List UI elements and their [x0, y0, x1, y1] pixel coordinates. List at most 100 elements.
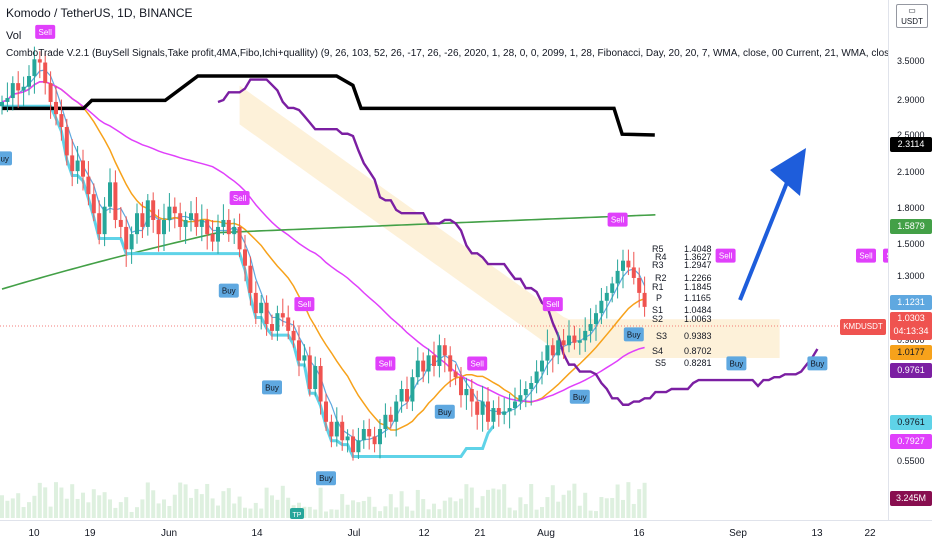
candle-down: [253, 292, 258, 314]
candle-up: [480, 401, 485, 415]
buy-signal: Buy: [262, 380, 282, 395]
candle-down: [194, 213, 199, 227]
volume-bar: [221, 491, 226, 518]
indicator-label[interactable]: ComboTrade V.2.1 (BuySell Signals,Take p…: [6, 48, 932, 59]
volume-bar: [496, 489, 501, 518]
sell-signal: Sell: [883, 248, 888, 263]
sell-signal: Sell: [467, 356, 488, 371]
candle-up: [216, 226, 220, 242]
volume-bar: [37, 482, 42, 518]
sell-signal-box: [229, 191, 250, 206]
candle-up: [394, 401, 399, 422]
volume-bar: [432, 503, 436, 518]
volume-bar: [140, 499, 145, 518]
volume-bar: [388, 494, 393, 518]
volume-bar: [334, 509, 339, 518]
candle-down: [442, 345, 447, 356]
volume-bar: [486, 489, 490, 518]
candle-up: [588, 324, 593, 331]
candle-up: [345, 436, 350, 441]
currency-label: USDT: [901, 17, 923, 26]
volume-bar: [226, 488, 231, 518]
pivot-label: R1: [652, 282, 664, 292]
buy-signal-box: [623, 327, 644, 342]
volume-bar: [16, 493, 21, 518]
volume-bar: [113, 507, 118, 518]
chart-title: Komodo / TetherUS, 1D, BINANCE: [6, 6, 193, 20]
candle-up: [0, 101, 4, 107]
candle-down: [264, 302, 269, 325]
buy-signal: Buy: [316, 471, 336, 486]
volume-bar: [264, 487, 269, 518]
volume-bar: [10, 498, 15, 518]
buy-signal-box: [569, 389, 590, 404]
volume-bar: [243, 507, 247, 518]
volume-bar: [329, 509, 334, 518]
price-tick: 0.9000: [897, 335, 925, 345]
volume-bar: [469, 487, 474, 518]
sell-signal-label: Sell: [471, 360, 485, 369]
candle-down: [248, 265, 253, 293]
sell-signal: Sell: [229, 191, 250, 206]
candle-down: [140, 213, 145, 227]
price-axis[interactable]: [889, 0, 932, 520]
candle-up: [383, 414, 388, 429]
candle-up: [556, 340, 561, 356]
candle-down: [561, 340, 566, 346]
ichimoku-cloud: [239, 85, 780, 358]
sell-signal-label: Sell: [298, 300, 312, 309]
pivot-value: 0.9383: [684, 331, 712, 341]
volume-bar: [405, 506, 409, 518]
price-tag: 3.245M: [890, 491, 932, 506]
volume-bar: [151, 490, 156, 518]
volume-bar: [453, 501, 458, 518]
projection-arrow-shaft: [738, 174, 792, 301]
volume-bar: [626, 482, 631, 518]
volume-bar: [631, 503, 636, 518]
buy-signal-box: [316, 471, 336, 486]
candle-down: [642, 292, 647, 307]
volume-bar: [145, 482, 150, 518]
volume-bar: [507, 507, 512, 518]
candle-down: [329, 421, 334, 437]
volume-bar: [21, 507, 26, 518]
volume-bar: [540, 507, 544, 518]
buy-signal: Buy: [726, 356, 747, 371]
time-tick: Jun: [160, 528, 178, 539]
sell-signal-label: Sell: [379, 360, 393, 369]
volume-bar: [135, 507, 139, 518]
volume-bar: [545, 497, 550, 518]
volume-bar: [637, 489, 642, 518]
candle-down: [550, 345, 555, 356]
currency-box[interactable]: ▭ USDT: [896, 4, 928, 28]
tp-label: TP: [293, 512, 302, 519]
volume-bar: [583, 492, 588, 518]
price-chart-canvas[interactable]: Sell Sell Sell Sell Sell Sell Sell Sell Sell Sell…: [0, 0, 888, 520]
price-tag: 1.0303 04:13:34: [890, 312, 932, 340]
candle-up: [275, 313, 280, 331]
volume-bar: [156, 503, 161, 518]
pivot-label: P: [656, 293, 663, 303]
buy-signal-box: [218, 283, 239, 298]
price-tag: 1.1231: [890, 295, 932, 310]
candle-down: [172, 206, 177, 214]
time-axis[interactable]: [0, 520, 932, 551]
pivot-label: S5: [655, 358, 667, 368]
volume-bar: [480, 496, 485, 518]
candle-up: [108, 182, 112, 207]
volume-bar: [361, 500, 366, 518]
time-tick: 10: [28, 528, 40, 539]
candle-up: [356, 440, 361, 453]
candle-down: [367, 428, 372, 437]
volume-bar: [91, 489, 96, 518]
volume-bar: [502, 484, 507, 518]
sell-signal-box: [294, 297, 315, 312]
candle-up: [604, 292, 609, 301]
candle-down: [124, 226, 129, 250]
pivot-value: 0.8702: [684, 346, 712, 356]
candle-up: [621, 260, 625, 271]
sell-signal-label: Sell: [719, 252, 733, 261]
volume-bar: [394, 507, 399, 518]
sell-signal-label: Sell: [546, 300, 560, 309]
candle-down: [626, 260, 631, 268]
